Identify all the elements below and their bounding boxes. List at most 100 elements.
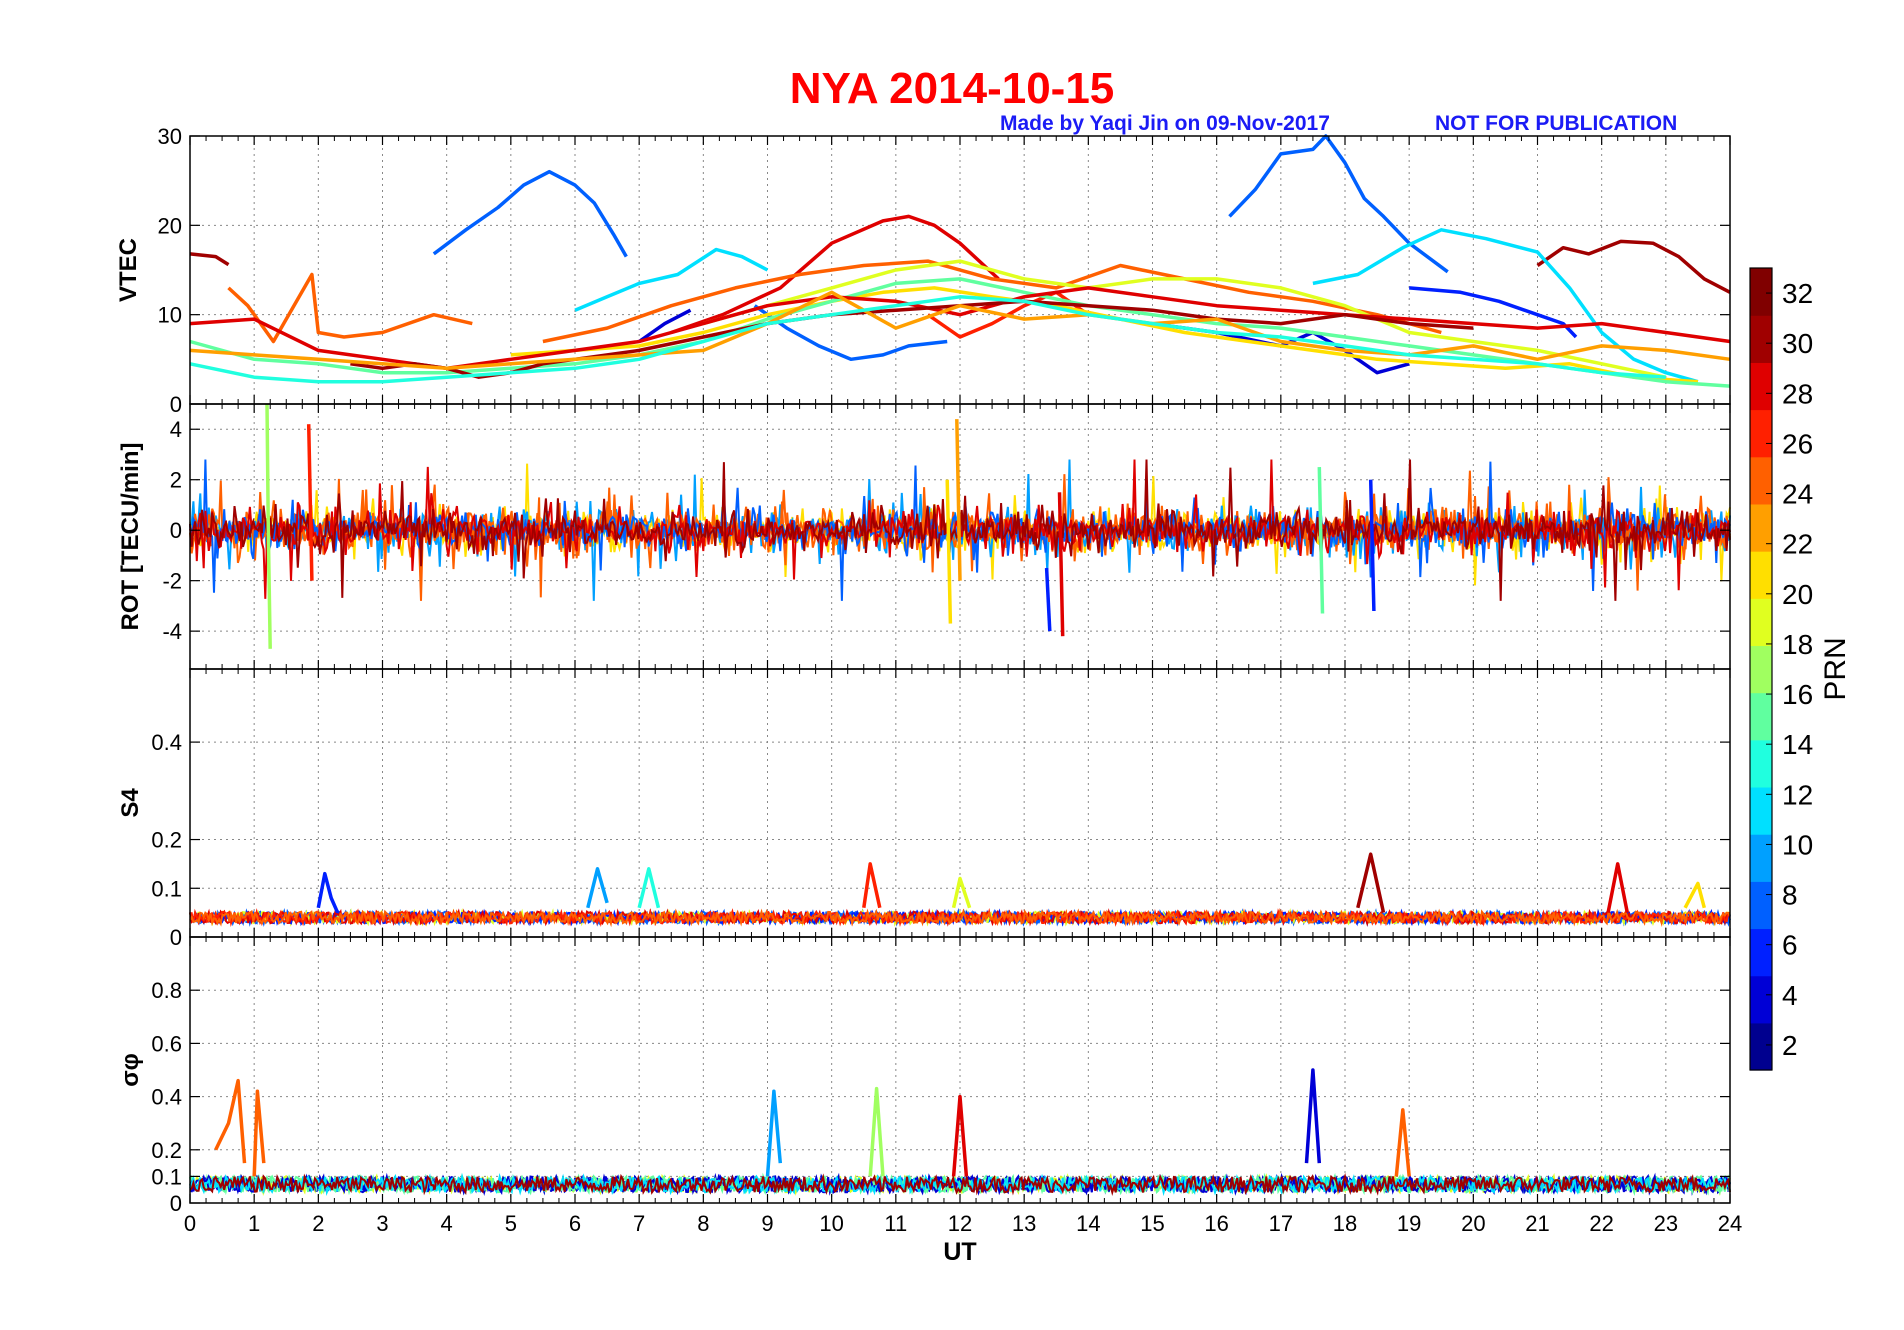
colorbar-tick-label: 10 <box>1782 829 1813 860</box>
colorbar-tick-label: 8 <box>1782 880 1798 911</box>
vtec-series-prn-7 <box>1228 134 1449 274</box>
rot-series-prn-16 <box>265 403 272 649</box>
vtec-ylabel: VTEC <box>115 238 142 302</box>
x-tick-label: 18 <box>1333 1211 1357 1236</box>
colorbar-swatch <box>1750 881 1772 930</box>
rot-ylabel: ROT [TECU/min] <box>117 443 144 631</box>
x-tick-label: 22 <box>1589 1211 1613 1236</box>
figure-title: NYA 2014-10-15 <box>789 64 1115 113</box>
s4-series-prn-18 <box>951 876 972 909</box>
colorbar-tick-label: 20 <box>1782 579 1813 610</box>
rot-series-prn-14 <box>1317 467 1325 614</box>
x-axis-label: UT <box>943 1238 976 1266</box>
s4-ytick-label: 0.2 <box>151 828 182 853</box>
vtec-series-prn-30 <box>189 252 230 267</box>
sigma_phi-series-prn-28 <box>951 1094 969 1177</box>
sigma_phi-ytick-label: 0.8 <box>151 978 182 1003</box>
colorbar-tick-label: 6 <box>1782 930 1798 961</box>
vtec-series-prn-30 <box>1536 239 1731 294</box>
colorbar-swatch <box>1750 834 1772 882</box>
colorbar-tick-label: 14 <box>1782 729 1813 760</box>
colorbar-tick-label: 16 <box>1782 679 1813 710</box>
vtec-series-prn-18 <box>702 259 1667 379</box>
s4-series-prn-28 <box>1606 862 1630 913</box>
colorbar-swatch <box>1750 315 1772 363</box>
vtec-ytick-label: 10 <box>158 303 182 328</box>
vtec-series-prn-25 <box>227 272 473 344</box>
x-tick-label: 14 <box>1076 1211 1100 1236</box>
s4-noise-trace <box>189 908 1731 928</box>
colorbar-swatch <box>1750 786 1772 835</box>
x-tick-label: 19 <box>1397 1211 1421 1236</box>
x-tick-label: 7 <box>633 1211 645 1236</box>
s4-series-prn-8 <box>586 867 609 909</box>
x-tick-label: 11 <box>884 1211 907 1236</box>
x-tick-label: 15 <box>1140 1211 1164 1236</box>
s4-series-prn-27 <box>862 862 882 909</box>
axes-layer <box>189 135 1773 1204</box>
s4-series-prn-31 <box>1356 852 1386 913</box>
x-tick-label: 0 <box>184 1211 196 1236</box>
sigma_phi-series-prn-2 <box>1304 1068 1322 1164</box>
rot-ytick-label: 0 <box>170 518 182 543</box>
colorbar-tick-label: 30 <box>1782 328 1813 359</box>
colorbar-label: PRN <box>1819 637 1852 700</box>
colorbar-swatch <box>1750 928 1772 977</box>
colorbar-swatch <box>1750 739 1772 788</box>
s4-series-prn-5 <box>316 871 340 914</box>
noise-layer <box>189 459 1731 1197</box>
colorbar-tick-label: 28 <box>1782 378 1813 409</box>
sigma_phi-noise-trace <box>189 1172 1731 1196</box>
sigma_phi-series-prn-24 <box>214 1078 247 1164</box>
vtec-ytick-label: 0 <box>170 392 182 417</box>
colorbar-swatch <box>1750 692 1772 741</box>
sigma_phi-noise-trace <box>189 1172 1731 1196</box>
colorbar-swatch <box>1750 1022 1772 1071</box>
colorbar-tick-label: 32 <box>1782 278 1813 309</box>
colorbar-frame <box>1749 267 1773 1071</box>
sigma_phi-series-prn-9 <box>765 1089 783 1177</box>
sigma_phi-ytick-label: 0.4 <box>151 1085 182 1110</box>
sigma_phi-ylabel: σφ <box>117 1053 144 1087</box>
x-tick-label: 3 <box>376 1211 388 1236</box>
vtec-series-prn-3 <box>638 308 692 343</box>
sigma_phi-ytick-label: 0.6 <box>151 1031 182 1056</box>
rot-series-prn-26 <box>306 424 314 581</box>
x-tick-label: 20 <box>1461 1211 1485 1236</box>
vtec-series-prn-25 <box>542 259 1442 344</box>
vtec-ytick-label: 30 <box>158 124 182 149</box>
s4-series-prn-12 <box>637 867 661 909</box>
rot-series-prn-4 <box>1368 479 1376 612</box>
colorbar-tick-label: 4 <box>1782 980 1798 1011</box>
sigma_phi-series-prn-16 <box>868 1086 885 1177</box>
colorbar-swatch <box>1750 268 1772 316</box>
x-tick-label: 16 <box>1204 1211 1228 1236</box>
colorbar-swatch <box>1750 645 1772 694</box>
sigma_phi-ytick-label: 0 <box>170 1191 182 1216</box>
x-tick-label: 8 <box>697 1211 709 1236</box>
s4-series-prn-20 <box>1683 881 1706 909</box>
colorbar-tick-label: 12 <box>1782 779 1813 810</box>
x-tick-label: 1 <box>248 1211 260 1236</box>
sigma_phi-ytick-label: 0.2 <box>151 1138 182 1163</box>
colorbar-swatch <box>1750 503 1772 552</box>
x-tick-label: 13 <box>1012 1211 1036 1236</box>
x-tick-label: 9 <box>761 1211 773 1236</box>
vtec-series-prn-7 <box>432 169 628 258</box>
x-tick-label: 12 <box>948 1211 972 1236</box>
colorbar-tick-label: 18 <box>1782 629 1813 660</box>
rot-series-prn-28 <box>1057 492 1065 637</box>
vtec-series-prn-10 <box>574 247 769 312</box>
colorbar-tick-label: 22 <box>1782 529 1813 560</box>
colorbar-swatch <box>1750 409 1772 458</box>
rot-series-prn-20 <box>945 479 953 624</box>
series-layer <box>189 134 1731 1177</box>
x-tick-label: 5 <box>505 1211 517 1236</box>
vtec-series-prn-12 <box>189 295 1666 384</box>
vtec-series-prn-28 <box>670 214 1000 335</box>
colorbar-swatch <box>1750 456 1772 505</box>
x-tick-label: 6 <box>569 1211 581 1236</box>
